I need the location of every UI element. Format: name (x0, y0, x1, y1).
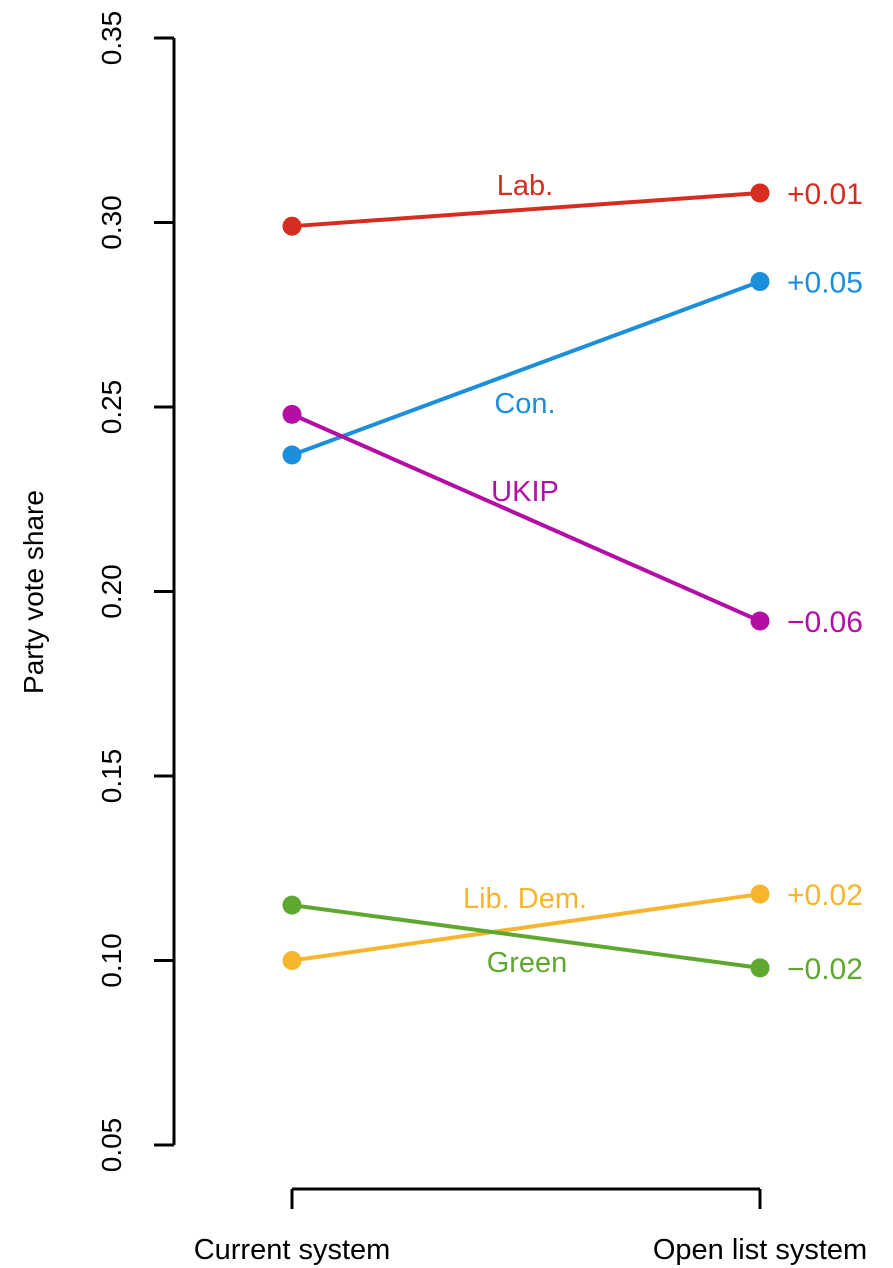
data-point (282, 404, 302, 424)
series-line (291, 190, 761, 229)
y-axis-label: Party vote share (18, 490, 49, 694)
x-tick-label: Open list system (653, 1234, 867, 1266)
y-axis: 0.05 0.10 0.15 0.20 0.25 0.30 0.35 (96, 11, 176, 1173)
series-points (282, 183, 770, 978)
y-tick-label: 0.30 (96, 195, 127, 250)
y-tick-label: 0.10 (96, 933, 127, 988)
data-point (282, 216, 302, 236)
y-tick-label: 0.15 (96, 749, 127, 804)
change-label: +0.05 (787, 267, 863, 300)
series-line (291, 903, 761, 970)
data-point (750, 183, 770, 203)
series-lines (291, 190, 761, 970)
data-point (282, 951, 302, 970)
data-point (282, 895, 302, 915)
change-label: −0.02 (787, 953, 863, 986)
data-point (750, 611, 770, 631)
data-point (750, 958, 770, 978)
series-label: Lab. (497, 170, 553, 202)
data-point (282, 445, 302, 465)
change-label: −0.06 (787, 606, 863, 639)
series-label: Con. (494, 388, 555, 420)
change-label: +0.02 (787, 879, 863, 912)
change-labels: +0.01 +0.05 −0.06 +0.02 −0.02 (787, 178, 863, 986)
y-tick-label: 0.20 (96, 564, 127, 619)
series-label: Green (487, 947, 568, 979)
change-label: +0.01 (787, 178, 863, 211)
y-tick-label: 0.05 (96, 1118, 127, 1173)
x-tick-label: Current system (194, 1234, 391, 1266)
series-label: Lib. Dem. (463, 883, 587, 915)
data-point (750, 272, 770, 292)
y-tick-label: 0.35 (96, 11, 127, 66)
series-line (291, 892, 761, 963)
x-axis: Current system Open list system (194, 1187, 867, 1266)
series-label: UKIP (491, 476, 559, 508)
y-tick-label: 0.25 (96, 380, 127, 435)
series-line (291, 412, 761, 623)
data-point (750, 884, 770, 904)
series-labels: Lab. Con. UKIP Lib. Dem. Green (463, 170, 587, 979)
series-line (291, 279, 761, 457)
